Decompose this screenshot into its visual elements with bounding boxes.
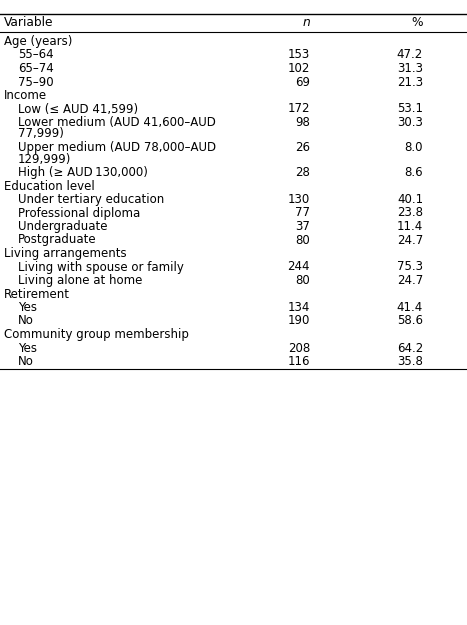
Text: No: No — [18, 314, 34, 328]
Text: 80: 80 — [295, 274, 310, 287]
Text: Lower medium (AUD 41,600–AUD: Lower medium (AUD 41,600–AUD — [18, 116, 216, 129]
Text: Low (≤ AUD 41,599): Low (≤ AUD 41,599) — [18, 102, 138, 116]
Text: 65–74: 65–74 — [18, 62, 54, 75]
Text: 129,999): 129,999) — [18, 152, 71, 166]
Text: 21.3: 21.3 — [397, 76, 423, 89]
Text: Variable: Variable — [4, 16, 54, 29]
Text: Upper medium (AUD 78,000–AUD: Upper medium (AUD 78,000–AUD — [18, 141, 216, 154]
Text: 24.7: 24.7 — [397, 274, 423, 287]
Text: 8.6: 8.6 — [404, 166, 423, 179]
Text: Retirement: Retirement — [4, 288, 70, 301]
Text: 64.2: 64.2 — [397, 341, 423, 354]
Text: Living alone at home: Living alone at home — [18, 274, 142, 287]
Text: Yes: Yes — [18, 301, 37, 314]
Text: Living arrangements: Living arrangements — [4, 247, 127, 260]
Text: 80: 80 — [295, 234, 310, 246]
Text: Postgraduate: Postgraduate — [18, 234, 97, 246]
Text: Age (years): Age (years) — [4, 35, 72, 48]
Text: 77,999): 77,999) — [18, 127, 64, 141]
Text: 134: 134 — [288, 301, 310, 314]
Text: 47.2: 47.2 — [397, 49, 423, 61]
Text: 24.7: 24.7 — [397, 234, 423, 246]
Text: 53.1: 53.1 — [397, 102, 423, 116]
Text: Professional diploma: Professional diploma — [18, 206, 140, 219]
Text: 102: 102 — [288, 62, 310, 75]
Text: 75–90: 75–90 — [18, 76, 54, 89]
Text: 28: 28 — [295, 166, 310, 179]
Text: Living with spouse or family: Living with spouse or family — [18, 261, 184, 274]
Text: n: n — [302, 16, 310, 29]
Text: 37: 37 — [295, 220, 310, 233]
Text: High (≥ AUD 130,000): High (≥ AUD 130,000) — [18, 166, 148, 179]
Text: Education level: Education level — [4, 179, 95, 192]
Text: Under tertiary education: Under tertiary education — [18, 193, 164, 206]
Text: 77: 77 — [295, 206, 310, 219]
Text: 244: 244 — [288, 261, 310, 274]
Text: 58.6: 58.6 — [397, 314, 423, 328]
Text: 23.8: 23.8 — [397, 206, 423, 219]
Text: 153: 153 — [288, 49, 310, 61]
Text: 35.8: 35.8 — [397, 355, 423, 368]
Text: 69: 69 — [295, 76, 310, 89]
Text: 75.3: 75.3 — [397, 261, 423, 274]
Text: Yes: Yes — [18, 341, 37, 354]
Text: 8.0: 8.0 — [404, 141, 423, 154]
Text: 30.3: 30.3 — [397, 116, 423, 129]
Text: Income: Income — [4, 89, 47, 102]
Text: 190: 190 — [288, 314, 310, 328]
Text: 41.4: 41.4 — [397, 301, 423, 314]
Text: No: No — [18, 355, 34, 368]
Text: 98: 98 — [295, 116, 310, 129]
Text: 55–64: 55–64 — [18, 49, 54, 61]
Text: 40.1: 40.1 — [397, 193, 423, 206]
Text: 31.3: 31.3 — [397, 62, 423, 75]
Text: %: % — [411, 16, 423, 29]
Text: 130: 130 — [288, 193, 310, 206]
Text: Undergraduate: Undergraduate — [18, 220, 107, 233]
Text: 172: 172 — [288, 102, 310, 116]
Text: Community group membership: Community group membership — [4, 328, 189, 341]
Text: 208: 208 — [288, 341, 310, 354]
Text: 116: 116 — [288, 355, 310, 368]
Text: 11.4: 11.4 — [397, 220, 423, 233]
Text: 26: 26 — [295, 141, 310, 154]
